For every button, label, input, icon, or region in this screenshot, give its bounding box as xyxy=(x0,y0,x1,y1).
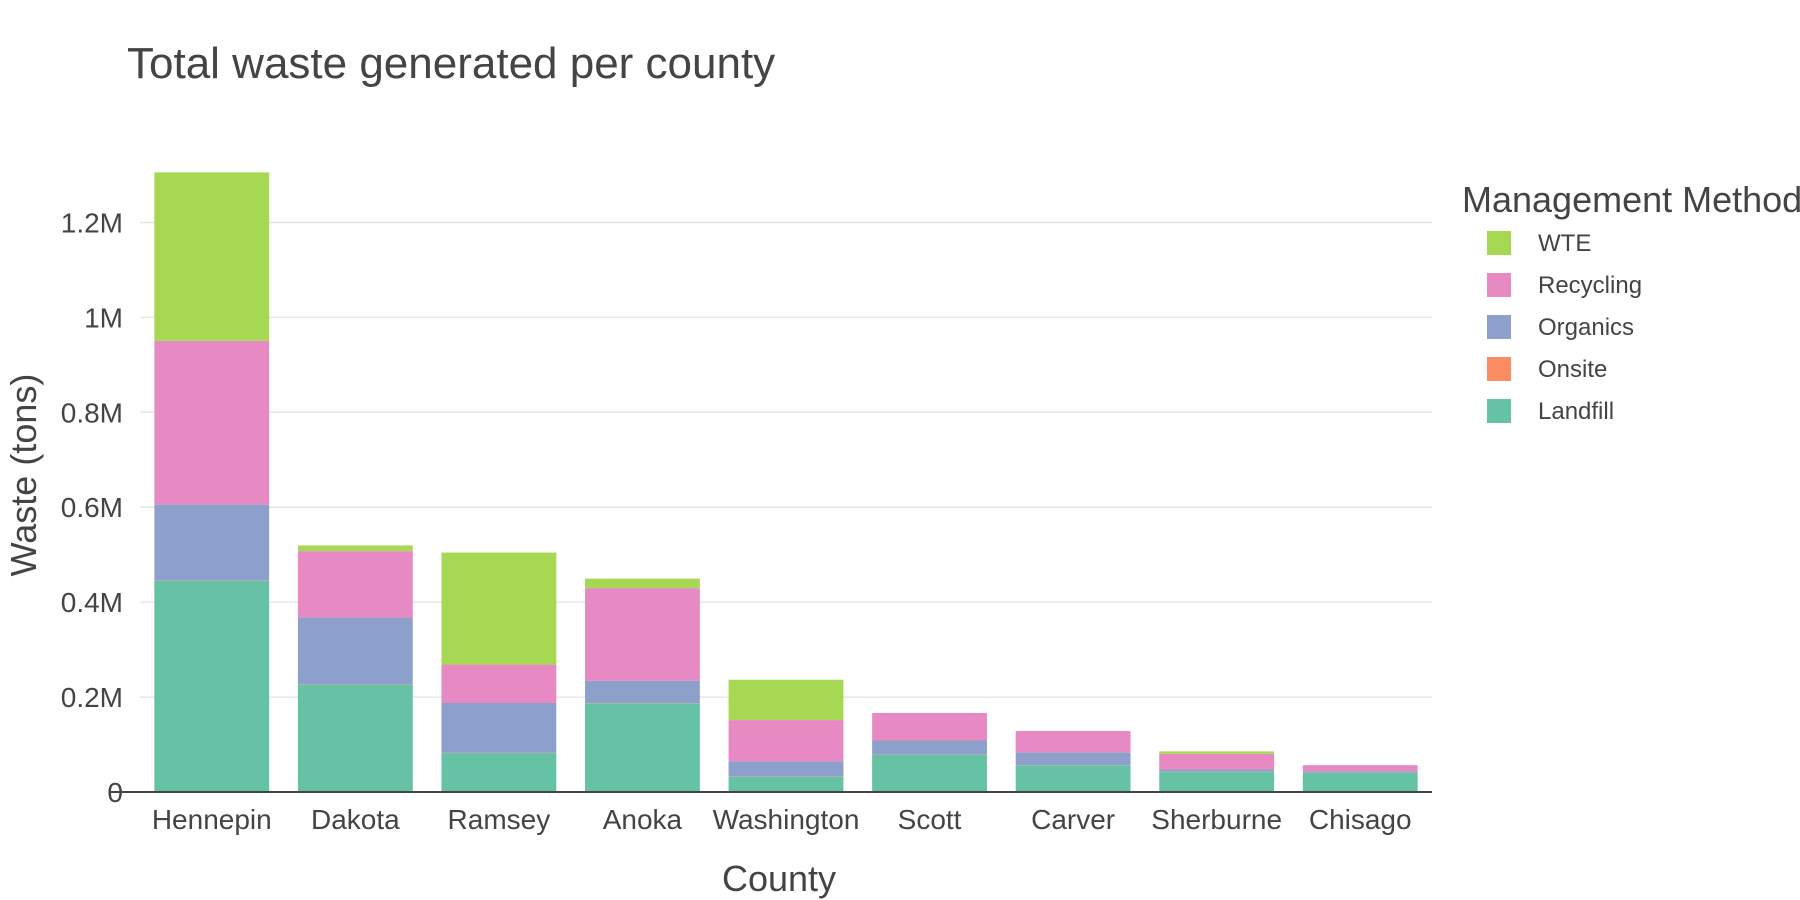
bar-wte-washington xyxy=(728,679,844,721)
legend-label-wte: WTE xyxy=(1538,230,1591,257)
x-tick-label: Anoka xyxy=(603,804,683,835)
bar-landfill-dakota xyxy=(297,684,413,792)
bar-recycling-ramsey xyxy=(441,664,557,704)
y-axis-title: Waste (tons) xyxy=(3,374,44,577)
x-axis-title: County xyxy=(722,858,836,899)
legend-swatch-onsite xyxy=(1487,357,1511,381)
y-tick-label: 0.6M xyxy=(61,492,123,523)
bar-organics-washington xyxy=(728,761,844,777)
legend-label-onsite: Onsite xyxy=(1538,356,1607,383)
bar-recycling-dakota xyxy=(297,551,413,618)
bar-organics-anoka xyxy=(585,680,700,704)
bar-recycling-chisago xyxy=(1302,765,1418,772)
bar-landfill-sherburne xyxy=(1159,772,1275,792)
x-tick-label: Sherburne xyxy=(1151,804,1282,835)
y-tick-label: 0 xyxy=(107,777,123,808)
bar-landfill-carver xyxy=(1015,765,1131,792)
bar-organics-carver xyxy=(1015,752,1131,766)
x-tick-label: Scott xyxy=(898,804,962,835)
bar-recycling-hennepin xyxy=(154,340,270,505)
y-tick-label: 1M xyxy=(84,302,123,333)
legend: Management Method WTE Recycling Organics On… xyxy=(1462,179,1800,425)
y-tick-label: 0.8M xyxy=(61,397,123,428)
bar-landfill-hennepin xyxy=(154,580,270,792)
bars xyxy=(154,172,1418,792)
bar-landfill-chisago xyxy=(1302,773,1418,792)
x-tick-label: Carver xyxy=(1031,804,1115,835)
bar-recycling-carver xyxy=(1015,731,1131,753)
bar-landfill-anoka xyxy=(585,703,700,792)
legend-swatch-recycling xyxy=(1487,273,1511,297)
bar-landfill-ramsey xyxy=(441,753,557,792)
y-tick-label: 0.4M xyxy=(61,587,123,618)
bar-recycling-anoka xyxy=(585,588,700,681)
bar-recycling-washington xyxy=(728,720,844,762)
x-tick-label: Ramsey xyxy=(448,804,551,835)
bar-landfill-washington xyxy=(728,776,844,792)
chart-title: Total waste generated per county xyxy=(127,39,775,88)
x-tick-labels: Hennepin Dakota Ramsey Anoka Washington Scott… xyxy=(152,804,1412,835)
legend-items: WTE Recycling Organics Onsite Landfill xyxy=(1487,230,1642,425)
bar-wte-sherburne xyxy=(1159,751,1275,754)
legend-swatch-organics xyxy=(1487,315,1511,339)
bar-organics-chisago xyxy=(1302,771,1418,773)
bar-wte-anoka xyxy=(585,578,700,589)
bar-organics-hennepin xyxy=(154,504,270,581)
x-tick-label: Hennepin xyxy=(152,804,272,835)
bar-landfill-scott xyxy=(872,754,987,792)
legend-swatch-landfill xyxy=(1487,399,1511,423)
bar-wte-ramsey xyxy=(441,552,557,665)
bar-organics-sherburne xyxy=(1159,769,1275,772)
bar-organics-ramsey xyxy=(441,703,557,753)
legend-label-organics: Organics xyxy=(1538,314,1634,341)
legend-title: Management Method xyxy=(1462,179,1800,220)
bar-organics-dakota xyxy=(297,617,413,685)
y-tick-label: 0.2M xyxy=(61,682,123,713)
bar-recycling-scott xyxy=(872,712,987,741)
bar-wte-dakota xyxy=(297,545,413,552)
legend-swatch-wte xyxy=(1487,231,1511,255)
bar-recycling-sherburne xyxy=(1159,753,1275,770)
bar-wte-hennepin xyxy=(154,172,270,341)
x-tick-label: Dakota xyxy=(311,804,400,835)
x-tick-label: Chisago xyxy=(1309,804,1412,835)
legend-label-landfill: Landfill xyxy=(1538,398,1614,425)
x-tick-label: Washington xyxy=(713,804,860,835)
y-tick-labels: 0 0.2M 0.4M 0.6M 0.8M 1M 1.2M xyxy=(61,207,123,808)
legend-label-recycling: Recycling xyxy=(1538,272,1642,299)
y-tick-label: 1.2M xyxy=(61,207,123,238)
bar-organics-scott xyxy=(872,740,987,755)
